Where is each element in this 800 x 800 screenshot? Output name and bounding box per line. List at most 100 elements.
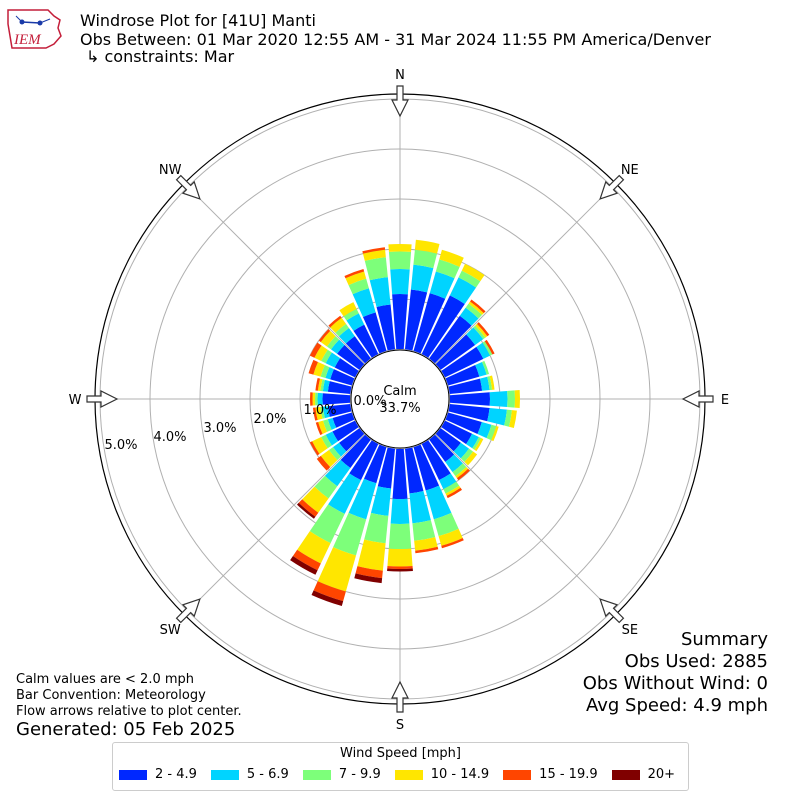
rose-bar-segment bbox=[509, 410, 517, 429]
rose-bar-segment bbox=[448, 378, 483, 395]
rose-bar-segment bbox=[324, 459, 351, 487]
calm-circle bbox=[350, 349, 450, 449]
flow-arrow bbox=[599, 598, 625, 624]
legend-label: 20+ bbox=[647, 767, 676, 782]
rose-bar-segment bbox=[441, 537, 464, 549]
rose-bar-segment bbox=[449, 277, 477, 304]
rose-bar-segment bbox=[328, 447, 341, 461]
rose-bar-segment bbox=[404, 447, 424, 494]
rose-bar-segment bbox=[443, 481, 460, 494]
rose-bar-segment bbox=[311, 590, 344, 606]
rose-bar-segment bbox=[320, 450, 338, 468]
legend: Wind Speed [mph] 2 - 4.9 5 - 6.9 7 - 9.9 10… bbox=[112, 742, 689, 791]
rose-bar-segment bbox=[340, 434, 371, 469]
rose-bar-segment bbox=[313, 581, 346, 602]
flow-arrow bbox=[391, 85, 409, 118]
rose-bar-segment bbox=[390, 498, 410, 524]
rose-bar-segment bbox=[327, 403, 352, 417]
rose-bar-segment bbox=[315, 392, 318, 406]
rose-bar-segment bbox=[476, 322, 490, 337]
rose-bar-segment bbox=[330, 317, 347, 333]
rose-bar-segment bbox=[412, 520, 436, 541]
legend-swatch bbox=[302, 769, 331, 780]
rose-bar-segment bbox=[370, 486, 392, 516]
calm-label: Calm bbox=[383, 384, 416, 399]
rose-bar-segment bbox=[476, 342, 491, 359]
rose-bar-segment bbox=[330, 339, 345, 354]
legend-title: Wind Speed [mph] bbox=[340, 746, 461, 761]
rose-bar-segment bbox=[333, 512, 367, 556]
rose-bar-segment bbox=[321, 349, 332, 364]
rose-bar-segment bbox=[318, 420, 328, 434]
rose-bar-segment bbox=[445, 365, 480, 386]
chart-title: Windrose Plot for [41U] Manti bbox=[80, 11, 316, 30]
rose-bar-segment bbox=[330, 369, 355, 386]
direction-label: N bbox=[395, 68, 405, 83]
rose-bar-segment bbox=[322, 406, 330, 419]
rose-bar-segment bbox=[302, 486, 329, 513]
svg-text:IEM: IEM bbox=[13, 32, 42, 48]
rose-bar-segment bbox=[472, 436, 482, 450]
rose-bar-segment bbox=[445, 412, 482, 434]
rose-bar-segment bbox=[321, 434, 332, 449]
rose-bar-segment bbox=[317, 547, 357, 592]
summary-avg-speed: Avg Speed: 4.9 mph bbox=[586, 695, 768, 716]
direction-label: NE bbox=[621, 163, 639, 178]
rose-bar-segment bbox=[455, 466, 469, 479]
rose-bar-segment bbox=[312, 407, 318, 421]
rose-bar-segment bbox=[425, 485, 452, 520]
rose-bar-segment bbox=[390, 269, 410, 295]
rose-bar-segment bbox=[413, 249, 438, 269]
rose-bar-segment bbox=[296, 502, 316, 519]
rose-bar-segment bbox=[409, 491, 431, 524]
rose-bar-segment bbox=[470, 299, 486, 314]
legend-label: 15 - 19.9 bbox=[539, 767, 598, 782]
rose-bar-segment bbox=[308, 359, 318, 375]
calm-value: 33.7% bbox=[379, 401, 420, 416]
rose-bar-segment bbox=[315, 422, 323, 436]
rose-bar-segment bbox=[461, 263, 485, 282]
rose-bar-segment bbox=[446, 487, 462, 499]
rose-bar-segment bbox=[421, 440, 451, 481]
rose-bar-segment bbox=[320, 365, 330, 379]
rose-bar-segment bbox=[297, 531, 331, 564]
rose-bar-segment bbox=[348, 278, 369, 295]
rose-bar-segment bbox=[328, 473, 361, 514]
rose-bar-segment bbox=[465, 303, 483, 319]
rose-bar-segment bbox=[388, 243, 412, 252]
rose-bar-segment bbox=[445, 485, 461, 496]
direction-label: W bbox=[69, 393, 82, 408]
rose-bar-segment bbox=[315, 406, 323, 420]
rose-bar-segment bbox=[312, 392, 316, 406]
rose-bar-segment bbox=[441, 346, 484, 378]
rose-bar-segment bbox=[314, 345, 328, 362]
rose-bar-segment bbox=[326, 336, 340, 350]
rose-bar-segment bbox=[464, 451, 478, 466]
calm-note: Calm values are < 2.0 mph bbox=[16, 672, 195, 687]
rose-bar-segment bbox=[489, 375, 495, 390]
rose-bar-segment bbox=[477, 422, 492, 439]
legend-label: 2 - 4.9 bbox=[155, 767, 197, 782]
rose-bar-segment bbox=[388, 251, 412, 270]
rose-bar-segment bbox=[313, 361, 325, 377]
rose-bar-segment bbox=[433, 512, 459, 537]
iem-logo: IEM bbox=[7, 9, 62, 49]
direction-label: E bbox=[721, 393, 729, 408]
rose-bar-segment bbox=[415, 546, 439, 554]
rose-bar-segment bbox=[363, 444, 387, 484]
rose-bar-segment bbox=[459, 307, 479, 326]
rose-bar-segment bbox=[473, 325, 486, 340]
legend-item: 20+ bbox=[611, 767, 676, 782]
legend-label: 5 - 6.9 bbox=[246, 767, 289, 782]
flow-arrow bbox=[599, 174, 625, 200]
rose-bar-segment bbox=[429, 315, 472, 364]
rose-bar-segment bbox=[317, 392, 323, 406]
rose-bar-segment bbox=[392, 294, 408, 350]
rose-bar-segment bbox=[439, 473, 457, 490]
legend-swatch bbox=[503, 769, 532, 780]
grid-spoke bbox=[183, 434, 365, 616]
rose-bar-segment bbox=[320, 330, 336, 347]
rose-bar-segment bbox=[413, 293, 446, 354]
rose-bar-segment bbox=[487, 407, 507, 426]
